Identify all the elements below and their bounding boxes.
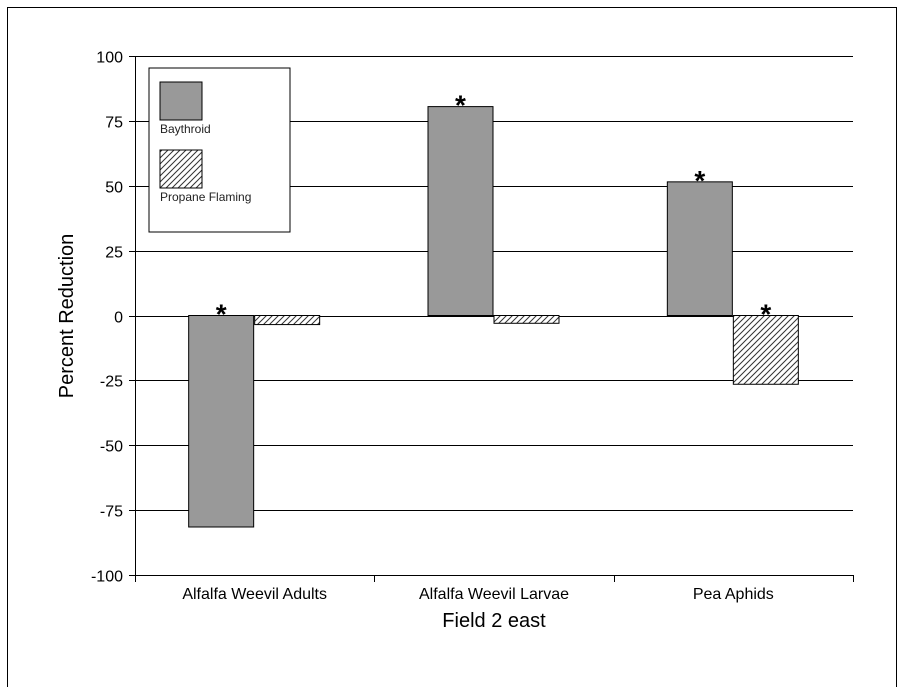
- significance-marker: *: [760, 299, 771, 330]
- y-axis-title: Percent Reduction: [56, 234, 78, 399]
- bar-baythroid: [427, 106, 494, 317]
- axes: 100 75 50 25 0 -25 -50 -75 -100 Alfalfa Weevil Ad…: [91, 50, 854, 603]
- legend-swatch-baythroid: [159, 81, 203, 121]
- y-tick-label: 75: [105, 115, 123, 132]
- x-tick-label: Alfalfa Weevil Adults: [182, 586, 327, 603]
- significance-marker: *: [694, 165, 705, 196]
- chart-frame: [7, 7, 897, 687]
- significance-marker: *: [455, 90, 466, 121]
- y-tick-label: 25: [105, 245, 123, 262]
- bar-propane-flaming: [254, 315, 321, 326]
- bar-propane-flaming: [493, 315, 560, 324]
- bar-propane-flaming: [732, 315, 799, 385]
- legend-label-baythroid: Baythroid: [160, 122, 211, 136]
- y-tick-label: -75: [100, 504, 123, 521]
- y-tick-label: 0: [114, 310, 123, 327]
- legend-label-propane-flaming: Propane Flaming: [160, 190, 251, 204]
- y-tick-label: -25: [100, 374, 123, 391]
- x-tick-label: Alfalfa Weevil Larvae: [419, 586, 569, 603]
- y-tick-label: -100: [91, 569, 123, 586]
- bar-baythroid: [666, 181, 733, 316]
- significance-marker: *: [216, 299, 227, 330]
- x-tick-label: Pea Aphids: [693, 586, 774, 603]
- legend-swatch-propane-flaming: [159, 149, 203, 189]
- y-tick-label: 50: [105, 180, 123, 197]
- y-tick-label: 100: [96, 50, 123, 67]
- bars: * * * *: [188, 90, 799, 528]
- bar-baythroid: [188, 315, 255, 528]
- legend: Baythroid Propane Flaming: [148, 67, 291, 233]
- y-tick-label: -50: [100, 439, 123, 456]
- x-axis-title: Field 2 east: [442, 610, 546, 632]
